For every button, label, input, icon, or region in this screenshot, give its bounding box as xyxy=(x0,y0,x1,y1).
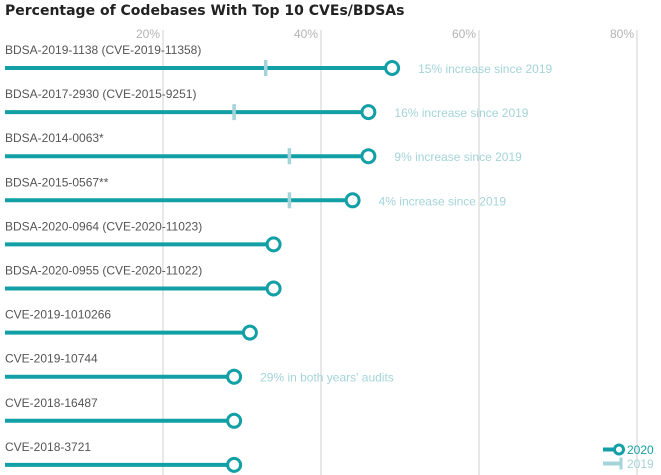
category-label: CVE-2018-16487 xyxy=(5,396,98,410)
category-label: CVE-2019-1010266 xyxy=(5,308,111,322)
legend: 2020 2019 xyxy=(603,443,654,471)
annotation-label: 9% increase since 2019 xyxy=(394,150,522,164)
bar-row: BDSA-2017-2930 (CVE-2015-9251) 16% increa… xyxy=(5,87,529,121)
bar-end-2020 xyxy=(226,456,243,473)
bar-row: CVE-2018-3721 xyxy=(5,440,243,473)
bar-row: CVE-2019-1010266 xyxy=(5,308,258,341)
legend-2020-marker xyxy=(613,443,625,456)
bar-row: BDSA-2015-0567** 4% increase since 2019 xyxy=(5,175,507,209)
tick-label-40: 40% xyxy=(294,27,318,41)
category-label: CVE-2019-10744 xyxy=(5,352,98,366)
chart-title: Percentage of Codebases With Top 10 CVEs… xyxy=(5,3,404,19)
grid xyxy=(162,30,638,475)
bar-end-2020 xyxy=(265,236,282,253)
bar-row: BDSA-2020-0964 (CVE-2020-11023) xyxy=(5,219,282,253)
bar-end-2020 xyxy=(360,104,377,121)
annotation-label: 29% in both years' audits xyxy=(260,371,394,385)
tick-label-60: 60% xyxy=(452,27,476,41)
category-label: BDSA-2017-2930 (CVE-2015-9251) xyxy=(5,87,196,101)
legend-2020-label: 2020 xyxy=(627,443,654,457)
category-label: BDSA-2020-0964 (CVE-2020-11023) xyxy=(5,219,202,233)
bars: BDSA-2019-1138 (CVE-2019-11358) 15% incre… xyxy=(5,43,553,473)
annotation-label: 16% increase since 2019 xyxy=(394,106,528,120)
bar-end-2020 xyxy=(226,368,243,385)
bar-end-2020 xyxy=(344,192,361,209)
tick-label-20: 20% xyxy=(136,27,160,41)
bar-row: CVE-2018-16487 xyxy=(5,396,243,429)
bar-end-2020 xyxy=(384,60,401,76)
bar-end-2020 xyxy=(360,148,377,165)
annotation-label: 4% increase since 2019 xyxy=(379,194,507,208)
bar-end-2020 xyxy=(241,324,258,341)
bar-end-2020 xyxy=(226,412,243,429)
category-label: BDSA-2015-0567** xyxy=(5,175,109,189)
category-label: BDSA-2019-1138 (CVE-2019-11358) xyxy=(5,43,201,57)
annotation-label: 15% increase since 2019 xyxy=(418,62,552,76)
category-label: BDSA-2020-0955 (CVE-2020-11022) xyxy=(5,264,202,278)
bar-row: BDSA-2014-0063* 9% increase since 2019 xyxy=(5,131,522,165)
x-axis-ticks: 20%40%60%80%100% xyxy=(136,27,634,41)
bar-row: CVE-2019-10744 29% in both years' audits xyxy=(5,352,394,385)
bar-end-2020 xyxy=(265,280,282,297)
tick-label-80: 80% xyxy=(610,27,634,41)
legend-2019-label: 2019 xyxy=(627,457,654,471)
bar-row: BDSA-2019-1138 (CVE-2019-11358) 15% incre… xyxy=(5,43,553,76)
category-label: CVE-2018-3721 xyxy=(5,440,91,454)
category-label: BDSA-2014-0063* xyxy=(5,131,104,145)
bar-row: BDSA-2020-0955 (CVE-2020-11022) xyxy=(5,264,282,297)
